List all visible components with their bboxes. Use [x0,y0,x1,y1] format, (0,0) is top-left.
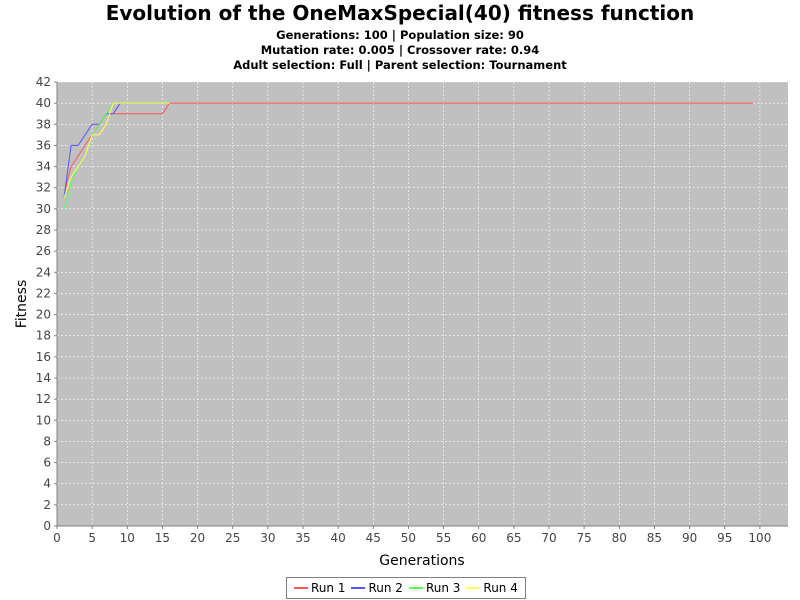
y-tick-label: 38 [36,117,51,131]
x-tick-label: 5 [88,531,96,545]
legend-swatch [408,587,423,589]
legend-swatch [466,587,481,589]
chart-subtitle-selection: Adult selection: Full | Parent selection… [233,58,567,72]
y-tick-label: 34 [36,160,51,174]
x-tick-label: 0 [53,531,61,545]
chart-legend: Run 1 Run 2 Run 3 Run 4 [286,577,526,599]
x-tick-label: 35 [295,531,310,545]
y-tick-label: 16 [36,350,51,364]
x-tick-label: 100 [748,531,771,545]
x-tick-label: 85 [647,531,662,545]
legend-label: Run 2 [368,581,403,595]
y-tick-label: 14 [36,371,51,385]
y-tick-label: 28 [36,223,51,237]
legend-item-run-3: Run 3 [408,581,461,595]
x-tick-label: 15 [155,531,170,545]
chart-title: Evolution of the OneMaxSpecial(40) fitne… [105,1,695,25]
x-tick-label: 50 [401,531,416,545]
x-tick-label: 40 [331,531,346,545]
y-tick-label: 24 [36,265,51,279]
y-tick-label: 20 [36,308,51,322]
y-tick-label: 0 [43,519,51,533]
x-tick-label: 80 [612,531,627,545]
legend-label: Run 1 [311,581,346,595]
y-tick-label: 8 [43,434,51,448]
legend-swatch [294,587,308,589]
x-tick-label: 75 [577,531,592,545]
x-tick-label: 60 [471,531,486,545]
x-tick-label: 95 [717,531,732,545]
y-tick-label: 42 [36,75,51,89]
x-tick-label: 90 [682,531,697,545]
x-tick-label: 10 [120,531,135,545]
x-tick-label: 55 [436,531,451,545]
y-tick-label: 12 [36,392,51,406]
x-tick-label: 30 [260,531,275,545]
series-line-run-4 [63,102,170,199]
chart-subtitle-rates: Mutation rate: 0.005 | Crossover rate: 0… [260,43,540,57]
x-tick-label: 25 [225,531,240,545]
y-tick-label: 6 [43,456,51,470]
legend-item-run-2: Run 2 [351,581,403,595]
y-tick-label: 26 [36,244,51,258]
y-tick-label: 36 [36,138,51,152]
x-tick-label: 45 [366,531,381,545]
y-tick-label: 30 [36,202,51,216]
x-tick-label: 70 [541,531,556,545]
legend-item-run-1: Run 1 [294,581,345,595]
y-tick-label: 18 [36,329,51,343]
x-axis-label: Generations [379,553,464,569]
x-axis-ticks: 0 5 10 15 20 25 30 35 40 45 50 55 60 65 70 75 80 85 90 95 10… [53,526,771,545]
y-tick-label: 32 [36,181,51,195]
series-lines [63,102,753,210]
legend-label: Run 3 [425,581,461,595]
series-line-run-1 [63,102,753,199]
legend-label: Run 4 [483,581,518,595]
y-tick-label: 40 [36,96,51,110]
y-tick-label: 2 [43,498,51,512]
grid-lines [56,81,788,527]
plot-area [57,82,788,526]
y-tick-label: 10 [36,413,51,427]
y-axis-label: Fitness [14,280,30,329]
y-tick-label: 22 [36,286,51,300]
chart-subtitle-generations: Generations: 100 | Population size: 90 [276,28,524,42]
x-tick-label: 65 [506,531,521,545]
y-tick-label: 4 [43,477,51,491]
legend-swatch [351,587,366,589]
x-tick-label: 20 [190,531,205,545]
legend-item-run-4: Run 4 [466,581,518,595]
